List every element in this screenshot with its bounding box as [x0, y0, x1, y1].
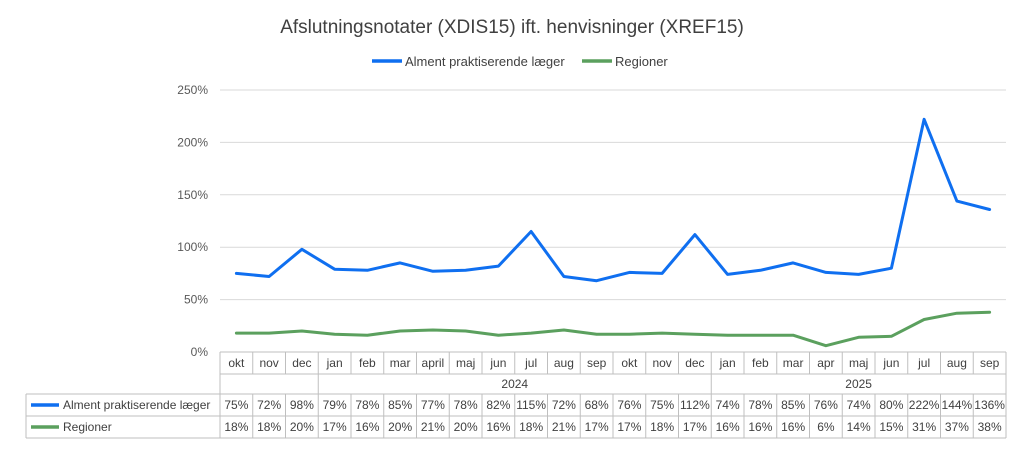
data-label: 85% [781, 398, 805, 412]
series-line-1 [234, 310, 992, 348]
data-label: 136% [974, 398, 1005, 412]
data-label: 17% [323, 420, 347, 434]
data-label: 16% [486, 420, 510, 434]
x-tick-label: sep [980, 356, 1000, 370]
data-label: 18% [519, 420, 543, 434]
x-tick-label: nov [652, 356, 671, 370]
x-tick-label: jul [524, 356, 537, 370]
x-tick-label: apr [817, 356, 834, 370]
data-label: 38% [978, 420, 1002, 434]
data-label: 6% [817, 420, 835, 434]
data-label: 78% [454, 398, 478, 412]
data-label: 20% [454, 420, 478, 434]
x-tick-label: jan [719, 356, 736, 370]
data-label: 20% [290, 420, 314, 434]
data-label: 16% [781, 420, 805, 434]
data-label: 78% [355, 398, 379, 412]
data-label: 85% [388, 398, 412, 412]
x-tick-label: jun [489, 356, 506, 370]
data-label: 77% [421, 398, 445, 412]
x-tick-label: mar [783, 356, 804, 370]
data-label: 80% [879, 398, 903, 412]
table-series-name-0: Alment praktiserende læger [63, 398, 210, 412]
data-label: 17% [617, 420, 641, 434]
x-tick-label: april [422, 356, 445, 370]
data-label: 72% [552, 398, 576, 412]
legend-label-1: Regioner [615, 54, 668, 69]
x-tick-label: aug [947, 356, 967, 370]
table-series-name-1: Regioner [63, 420, 112, 434]
data-label: 15% [879, 420, 903, 434]
data-label: 112% [680, 398, 710, 412]
x-tick-label: jan [326, 356, 343, 370]
x-tick-label: feb [752, 356, 769, 370]
y-tick-label: 100% [177, 240, 208, 254]
data-label: 79% [323, 398, 347, 412]
data-label: 74% [847, 398, 871, 412]
x-tick-label: sep [587, 356, 607, 370]
x-tick-label: okt [228, 356, 245, 370]
data-label: 17% [585, 420, 609, 434]
data-label: 14% [847, 420, 871, 434]
data-label: 21% [552, 420, 576, 434]
data-label: 18% [224, 420, 248, 434]
y-tick-label: 0% [191, 345, 209, 359]
data-label: 31% [912, 420, 936, 434]
data-label: 76% [617, 398, 641, 412]
data-label: 74% [716, 398, 740, 412]
data-table: okt nov dec jan feb mar april maj jun jul aug sep ok… [25, 351, 1007, 439]
data-label: 68% [585, 398, 609, 412]
gridlines [220, 89, 1006, 301]
y-axis: 0% 50% 100% 150% 200% 250% [177, 83, 208, 359]
data-label: 75% [224, 398, 248, 412]
y-tick-label: 50% [184, 293, 208, 307]
x-tick-label: nov [259, 356, 278, 370]
data-label: 16% [355, 420, 379, 434]
data-label: 37% [945, 420, 969, 434]
data-label: 17% [683, 420, 707, 434]
data-label: 75% [650, 398, 674, 412]
data-label: 18% [257, 420, 281, 434]
data-label: 144% [942, 398, 973, 412]
x-tick-label: maj [849, 356, 868, 370]
legend-label-0: Alment praktiserende læger [405, 54, 565, 69]
data-label: 16% [748, 420, 772, 434]
data-label: 98% [290, 398, 314, 412]
data-label: 76% [814, 398, 838, 412]
data-label: 115% [516, 398, 546, 412]
series-lines [234, 117, 992, 348]
year-group-label: 2025 [845, 377, 872, 391]
y-tick-label: 250% [177, 83, 208, 97]
x-tick-label: okt [621, 356, 638, 370]
year-group-label: 2024 [501, 377, 528, 391]
data-label: 16% [716, 420, 740, 434]
y-tick-label: 150% [177, 188, 208, 202]
data-label: 18% [650, 420, 674, 434]
data-label: 82% [486, 398, 510, 412]
series-line-0 [234, 117, 992, 283]
x-tick-label: jul [917, 356, 930, 370]
data-label: 78% [748, 398, 772, 412]
x-tick-label: jun [882, 356, 899, 370]
x-tick-label: aug [554, 356, 574, 370]
legend: Alment praktiserende læger Regioner [372, 54, 668, 69]
data-label: 20% [388, 420, 412, 434]
data-label: 21% [421, 420, 445, 434]
data-label: 72% [257, 398, 281, 412]
x-tick-label: dec [685, 356, 704, 370]
x-tick-label: feb [359, 356, 376, 370]
x-tick-label: maj [456, 356, 475, 370]
x-tick-label: mar [390, 356, 411, 370]
y-tick-label: 200% [177, 135, 208, 149]
x-tick-label: dec [292, 356, 311, 370]
chart-title: Afslutningsnotater (XDIS15) ift. henvisn… [280, 17, 744, 38]
data-label: 222% [909, 398, 940, 412]
